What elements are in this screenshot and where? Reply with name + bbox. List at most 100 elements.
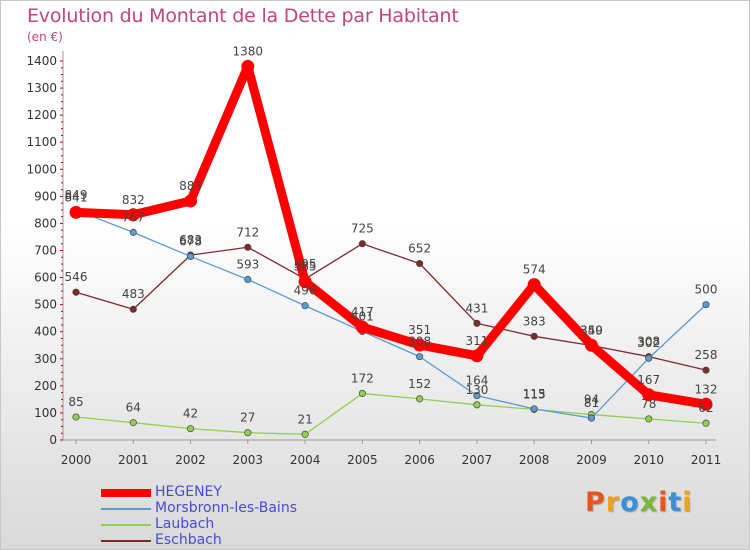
data-label-Morsbronn-les-Bains-2003: 593	[236, 257, 259, 271]
data-label-Laubach-2000: 85	[68, 395, 83, 409]
y-tick-label-1400: 1400	[26, 54, 57, 68]
x-tick-label-2004: 2004	[290, 453, 321, 467]
data-point-Laubach-2004	[301, 430, 309, 438]
data-point-Morsbronn-les-Bains-2011	[702, 301, 710, 309]
data-point-Laubach-2010	[645, 415, 653, 423]
x-tick-label-2006: 2006	[404, 453, 435, 467]
data-label-Laubach-2008: 113	[523, 387, 546, 401]
series-line-Morsbronn-les-Bains	[75, 209, 707, 419]
x-tick-label-2005: 2005	[347, 453, 378, 467]
legend-label: Eschbach	[155, 532, 222, 548]
data-point-HEGENEY-2005	[355, 320, 369, 334]
y-tick-label-700: 700	[34, 244, 57, 258]
data-point-HEGENEY-2010	[642, 388, 656, 402]
x-tick-label-2002: 2002	[175, 453, 206, 467]
data-point-HEGENEY-2001	[126, 208, 140, 222]
data-label-Laubach-2005: 172	[351, 371, 374, 385]
data-label-Morsbronn-les-Bains-2011: 500	[695, 283, 718, 297]
data-label-Eschbach-2007: 431	[465, 301, 488, 315]
data-point-Morsbronn-les-Bains-2004	[301, 302, 309, 310]
data-label-Laubach-2010: 78	[641, 397, 656, 411]
x-tick-label-2008: 2008	[519, 453, 550, 467]
data-point-HEGENEY-2008	[527, 278, 541, 292]
y-tick-label-100: 100	[34, 406, 57, 420]
x-tick-label-2001: 2001	[118, 453, 149, 467]
data-point-HEGENEY-2000	[69, 205, 83, 219]
data-label-Eschbach-2003: 712	[236, 225, 259, 239]
y-tick-label-400: 400	[34, 325, 57, 339]
data-label-Laubach-2003: 27	[240, 411, 255, 425]
data-label-Morsbronn-les-Bains-2005: 401	[351, 309, 374, 323]
data-label-Laubach-2009: 94	[584, 393, 599, 407]
data-label-HEGENEY-2005: 417	[351, 305, 374, 319]
data-point-Eschbach-2007	[473, 319, 481, 327]
data-label-HEGENEY-2000: 841	[65, 190, 88, 204]
x-tick-label-2000: 2000	[61, 453, 92, 467]
data-label-HEGENEY-2002: 883	[179, 179, 202, 193]
data-point-Laubach-2000	[72, 413, 80, 421]
legend-swatch	[101, 540, 151, 542]
x-tick-label-2011: 2011	[691, 453, 722, 467]
data-point-Laubach-2001	[129, 419, 137, 427]
data-label-Eschbach-2000: 546	[65, 270, 88, 284]
data-label-HEGENEY-2004: 585	[294, 260, 317, 274]
data-point-Morsbronn-les-Bains-2002	[186, 252, 195, 261]
data-label-Morsbronn-les-Bains-2010: 302	[637, 336, 660, 350]
data-point-Laubach-2005	[358, 389, 366, 397]
data-point-Morsbronn-les-Bains-2008	[530, 405, 538, 413]
data-label-HEGENEY-2009: 350	[580, 323, 603, 337]
y-tick-label-1100: 1100	[26, 135, 57, 149]
data-point-Eschbach-2001	[129, 305, 137, 313]
data-point-Eschbach-2008	[530, 332, 538, 340]
x-tick-label-2003: 2003	[233, 453, 264, 467]
y-tick-label-1000: 1000	[26, 162, 57, 176]
legend-swatch	[101, 489, 151, 497]
data-point-Morsbronn-les-Bains-2010	[645, 354, 653, 362]
y-tick-label-500: 500	[34, 298, 57, 312]
data-point-Laubach-2006	[416, 395, 424, 403]
data-label-Morsbronn-les-Bains-2008: 115	[523, 387, 546, 401]
data-label-HEGENEY-2010: 167	[637, 373, 660, 387]
data-label-Eschbach-2005: 725	[351, 222, 374, 236]
y-tick-label-0: 0	[49, 433, 57, 447]
data-label-HEGENEY-2007: 311	[465, 334, 488, 348]
data-label-Morsbronn-les-Bains-2009: 81	[584, 396, 599, 410]
legend-swatch	[101, 508, 151, 510]
data-point-HEGENEY-2011	[699, 397, 713, 411]
series-line-HEGENEY	[71, 61, 711, 409]
chart-title: Evolution du Montant de la Dette par Hab…	[27, 5, 459, 27]
data-point-HEGENEY-2003	[241, 59, 255, 73]
data-point-Eschbach-2000	[72, 288, 80, 296]
y-tick-label-200: 200	[34, 379, 57, 393]
data-label-Eschbach-2008: 383	[523, 314, 546, 328]
y-tick-label-1200: 1200	[26, 108, 57, 122]
data-point-HEGENEY-2009	[584, 338, 598, 352]
data-point-Eschbach-2011	[702, 366, 710, 374]
data-label-Eschbach-2009: 349	[580, 324, 603, 338]
data-label-HEGENEY-2001: 832	[122, 193, 145, 207]
data-label-Morsbronn-les-Bains-2000: 849	[65, 188, 88, 202]
data-label-Morsbronn-les-Bains-2007: 164	[465, 374, 488, 388]
data-label-Eschbach-2006: 652	[408, 241, 431, 255]
data-label-Morsbronn-les-Bains-2006: 308	[408, 335, 431, 349]
x-tick-label-2009: 2009	[576, 453, 607, 467]
data-label-HEGENEY-2006: 351	[408, 323, 431, 337]
chart-unit: (en €)	[27, 30, 63, 44]
data-label-Morsbronn-les-Bains-2004: 496	[294, 284, 317, 298]
data-point-HEGENEY-2002	[184, 194, 198, 208]
y-tick-label-600: 600	[34, 271, 57, 285]
data-point-Eschbach-2006	[416, 259, 424, 268]
data-label-Laubach-2001: 64	[126, 401, 141, 415]
y-tick-label-1300: 1300	[26, 81, 57, 95]
legend-label: HEGENEY	[155, 484, 222, 500]
data-label-HEGENEY-2011: 132	[695, 382, 718, 396]
data-point-Morsbronn-les-Bains-2003	[244, 275, 252, 284]
data-point-Laubach-2007	[473, 401, 481, 409]
series-line-Eschbach	[75, 243, 707, 371]
data-point-HEGENEY-2004	[298, 275, 312, 289]
data-point-Laubach-2011	[702, 419, 710, 427]
x-tick-label-2010: 2010	[633, 453, 664, 467]
y-tick-label-900: 900	[34, 189, 57, 203]
